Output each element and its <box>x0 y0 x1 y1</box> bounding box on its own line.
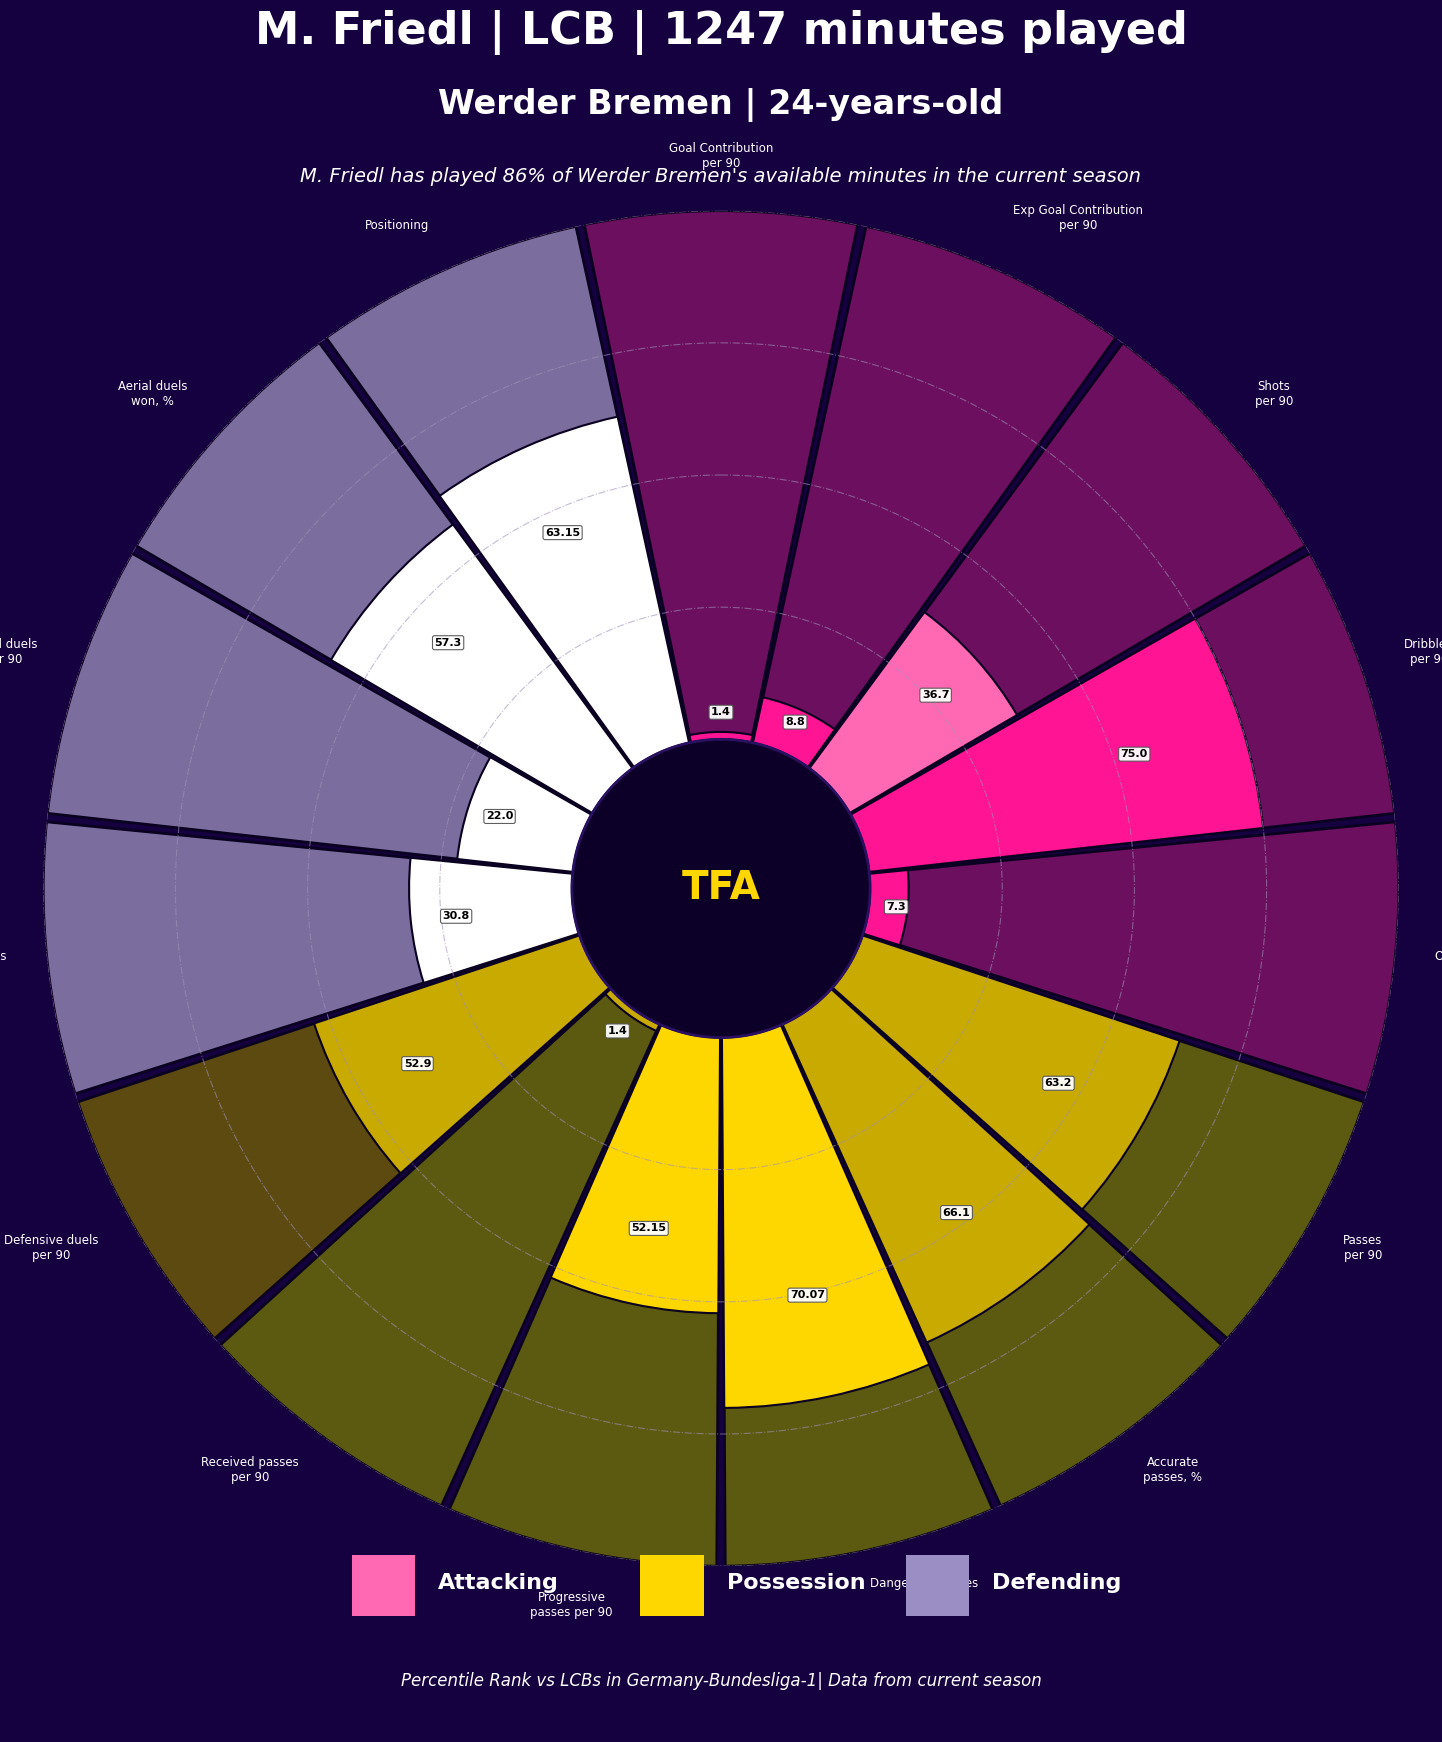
Text: 1.4: 1.4 <box>607 1026 627 1036</box>
Text: TFA: TFA <box>682 869 760 908</box>
Bar <box>48 554 591 873</box>
Bar <box>606 989 659 1031</box>
Bar <box>809 611 1017 814</box>
Bar <box>450 1024 720 1566</box>
Bar <box>43 822 578 1094</box>
Text: 1.4: 1.4 <box>711 707 731 718</box>
Text: Passes
per 90: Passes per 90 <box>1343 1233 1383 1261</box>
Bar <box>783 989 1221 1505</box>
Text: 8.8: 8.8 <box>786 718 805 726</box>
Bar <box>722 1024 992 1566</box>
Bar <box>332 524 633 814</box>
Text: Exp Goal Contribution
per 90: Exp Goal Contribution per 90 <box>1014 204 1144 232</box>
Text: Aerial duels
per 90: Aerial duels per 90 <box>0 638 37 667</box>
Bar <box>314 935 610 1174</box>
Text: 63.2: 63.2 <box>1044 1078 1073 1089</box>
Polygon shape <box>572 739 870 1038</box>
Text: M. Friedl has played 86% of Werder Bremen's available minutes in the current sea: M. Friedl has played 86% of Werder Breme… <box>300 167 1142 186</box>
Text: Opp Penalty area
touches per 90: Opp Penalty area touches per 90 <box>1435 949 1442 977</box>
Text: 22.0: 22.0 <box>486 812 513 822</box>
Bar <box>78 935 610 1340</box>
Text: Dangerous passes
per 90: Dangerous passes per 90 <box>871 1577 979 1604</box>
Text: Defensive duels
per 90: Defensive duels per 90 <box>4 1233 99 1261</box>
Bar <box>753 226 1116 766</box>
Bar <box>851 554 1394 873</box>
Text: Positioning: Positioning <box>365 219 428 232</box>
Bar <box>689 732 753 742</box>
Bar <box>457 758 591 873</box>
Bar <box>440 416 689 766</box>
Text: 70.07: 70.07 <box>790 1291 825 1300</box>
FancyBboxPatch shape <box>640 1554 704 1617</box>
Text: Shots
per 90: Shots per 90 <box>1255 380 1293 408</box>
Bar <box>809 343 1306 814</box>
Text: 57.3: 57.3 <box>434 638 461 648</box>
Text: Defensive duels
won, %: Defensive duels won, % <box>0 949 7 977</box>
Text: Werder Bremen | 24-years-old: Werder Bremen | 24-years-old <box>438 87 1004 122</box>
Bar <box>136 343 633 814</box>
Bar <box>783 989 1089 1343</box>
Bar <box>832 935 1364 1340</box>
Bar <box>410 857 578 982</box>
Bar <box>722 1024 929 1408</box>
Text: 52.15: 52.15 <box>632 1223 666 1233</box>
Text: Attacking: Attacking <box>438 1573 559 1594</box>
Text: Progressive
passes per 90: Progressive passes per 90 <box>531 1590 613 1618</box>
Text: Defending: Defending <box>992 1573 1122 1594</box>
Text: 52.9: 52.9 <box>404 1059 431 1068</box>
Bar <box>326 226 689 766</box>
Text: Received passes
per 90: Received passes per 90 <box>200 1456 298 1484</box>
Text: 66.1: 66.1 <box>943 1207 970 1218</box>
Bar <box>753 697 835 766</box>
Text: 36.7: 36.7 <box>921 690 949 700</box>
Bar <box>864 869 908 946</box>
FancyBboxPatch shape <box>352 1554 415 1617</box>
Text: 75.0: 75.0 <box>1120 749 1148 760</box>
Text: Accurate
passes, %: Accurate passes, % <box>1144 1456 1203 1484</box>
Text: Possession: Possession <box>727 1573 865 1594</box>
Bar <box>221 989 659 1505</box>
Bar <box>551 1024 720 1313</box>
Text: Goal Contribution
per 90: Goal Contribution per 90 <box>669 143 773 171</box>
Text: Dribbles
per 90: Dribbles per 90 <box>1405 638 1442 667</box>
Text: M. Friedl | LCB | 1247 minutes played: M. Friedl | LCB | 1247 minutes played <box>255 10 1187 56</box>
Bar <box>864 822 1399 1094</box>
Text: 30.8: 30.8 <box>443 911 470 922</box>
Text: 7.3: 7.3 <box>887 902 906 911</box>
FancyBboxPatch shape <box>906 1554 969 1617</box>
Bar <box>851 618 1263 873</box>
Bar <box>832 935 1180 1209</box>
Text: Aerial duels
won, %: Aerial duels won, % <box>118 380 187 408</box>
Bar <box>584 211 858 742</box>
Text: Percentile Rank vs LCBs in Germany-Bundesliga-1| Data from current season: Percentile Rank vs LCBs in Germany-Bunde… <box>401 1672 1041 1690</box>
Text: 63.15: 63.15 <box>545 528 580 538</box>
